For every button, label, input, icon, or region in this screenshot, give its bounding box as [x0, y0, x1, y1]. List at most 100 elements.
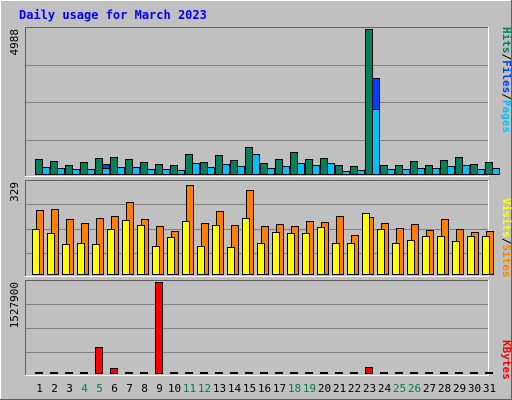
bar-sites-day-23 — [362, 213, 370, 275]
bar-hits-day-12 — [200, 162, 208, 175]
bar-sites-day-1 — [32, 229, 40, 275]
bar-kbytes-day-9 — [155, 282, 163, 374]
legend-item-kbytes: KBytes — [500, 340, 512, 380]
bar-sites-day-12 — [197, 246, 205, 275]
bar-sites-day-4 — [77, 243, 85, 275]
bar-kbytes-day-14 — [230, 372, 238, 374]
bar-sites-day-8 — [137, 225, 145, 275]
bar-hits-day-30 — [470, 164, 478, 175]
bar-kbytes-day-29 — [455, 372, 463, 374]
x-tick-label: 30 — [468, 382, 481, 395]
bar-kbytes-day-15 — [245, 372, 253, 374]
y-max-label: 4988 — [8, 29, 21, 56]
bar-sites-day-21 — [332, 243, 340, 275]
bar-pages-day-1 — [42, 167, 50, 175]
bar-pages-day-30 — [477, 169, 485, 175]
bar-pages-day-5 — [102, 168, 110, 175]
x-tick-label: 9 — [156, 382, 163, 395]
bar-sites-day-7 — [122, 220, 130, 275]
bar-hits-day-25 — [395, 165, 403, 175]
legend-item-files: Files — [500, 60, 512, 93]
bar-kbytes-day-31 — [485, 372, 493, 374]
x-tick-label: 11 — [183, 382, 196, 395]
bar-kbytes-day-17 — [275, 372, 283, 374]
bar-hits-day-13 — [215, 155, 223, 175]
bar-pages-day-3 — [72, 169, 80, 175]
bar-pages-day-16 — [267, 168, 275, 175]
bar-hits-day-29 — [455, 157, 463, 175]
bar-pages-day-19 — [312, 165, 320, 175]
bar-sites-day-22 — [347, 243, 355, 275]
bar-sites-day-11 — [182, 221, 190, 275]
bar-hits-day-14 — [230, 160, 238, 175]
legend-item-sites: Sites — [500, 244, 512, 277]
bar-kbytes-day-30 — [470, 372, 478, 374]
bar-kbytes-day-20 — [320, 372, 328, 374]
legend-separator: / — [500, 238, 512, 245]
bar-pages-day-27 — [432, 168, 440, 175]
bar-pages-day-11 — [192, 163, 200, 175]
bar-sites-day-31 — [482, 236, 490, 275]
x-tick-label: 21 — [333, 382, 346, 395]
panel-hits-files-pages: 4988 — [8, 27, 500, 177]
bar-kbytes-day-22 — [350, 372, 358, 374]
legend-item-pages: Pages — [500, 100, 512, 133]
x-tick-label: 25 — [393, 382, 406, 395]
x-tick-label: 31 — [483, 382, 496, 395]
bar-sites-day-9 — [152, 246, 160, 275]
panel-visits-sites: 329 — [8, 180, 494, 277]
bar-pages-day-31 — [492, 168, 500, 175]
bar-sites-day-18 — [287, 233, 295, 275]
bar-kbytes-day-6 — [110, 368, 118, 374]
bar-sites-day-13 — [212, 225, 220, 275]
x-tick-label: 24 — [378, 382, 392, 395]
x-tick-label: 18 — [288, 382, 301, 395]
bar-pages-day-14 — [237, 166, 245, 175]
x-tick-label: 12 — [198, 382, 211, 395]
x-tick-label: 10 — [168, 382, 181, 395]
bar-sites-day-27 — [422, 236, 430, 275]
bar-sites-day-3 — [62, 244, 70, 275]
legend-group: KBytes — [500, 340, 512, 380]
bar-hits-day-9 — [155, 164, 163, 175]
bar-hits-day-22 — [350, 166, 358, 175]
x-tick-label: 6 — [111, 382, 118, 395]
bar-hits-day-10 — [170, 165, 178, 175]
bar-sites-day-26 — [407, 240, 415, 275]
legend-item-visits: Visits — [500, 198, 512, 238]
bar-sites-day-19 — [302, 233, 310, 275]
bar-kbytes-day-13 — [215, 372, 223, 374]
x-tick-label: 23 — [363, 382, 376, 395]
bar-sites-day-30 — [467, 236, 475, 275]
bar-sites-day-2 — [47, 233, 55, 275]
bar-hits-day-1 — [35, 159, 43, 175]
bar-hits-day-24 — [380, 165, 388, 175]
bar-pages-day-22 — [357, 170, 365, 175]
y-max-label: 329 — [8, 182, 21, 202]
bar-kbytes-day-4 — [80, 372, 88, 374]
bar-hits-day-18 — [290, 152, 298, 175]
bar-kbytes-day-5 — [95, 347, 103, 374]
bar-kbytes-day-11 — [185, 372, 193, 374]
x-tick-label: 13 — [213, 382, 226, 395]
bar-sites-day-5 — [92, 244, 100, 275]
bar-pages-day-10 — [177, 170, 185, 175]
bar-sites-day-10 — [167, 237, 175, 275]
x-tick-label: 16 — [258, 382, 271, 395]
bar-kbytes-day-21 — [335, 372, 343, 374]
bar-kbytes-day-18 — [290, 372, 298, 374]
bar-hits-day-17 — [275, 159, 283, 175]
x-tick-label: 7 — [126, 382, 133, 395]
bar-hits-day-16 — [260, 163, 268, 175]
bar-pages-day-20 — [327, 163, 335, 175]
x-tick-label: 29 — [453, 382, 466, 395]
x-tick-label: 22 — [348, 382, 361, 395]
bar-kbytes-day-27 — [425, 372, 433, 374]
x-tick-label: 14 — [228, 382, 242, 395]
bar-hits-day-4 — [80, 162, 88, 175]
y-max-label: 1527900 — [8, 282, 21, 328]
bar-sites-day-6 — [107, 229, 115, 275]
bar-hits-day-15 — [245, 147, 253, 175]
bar-pages-day-9 — [162, 169, 170, 175]
